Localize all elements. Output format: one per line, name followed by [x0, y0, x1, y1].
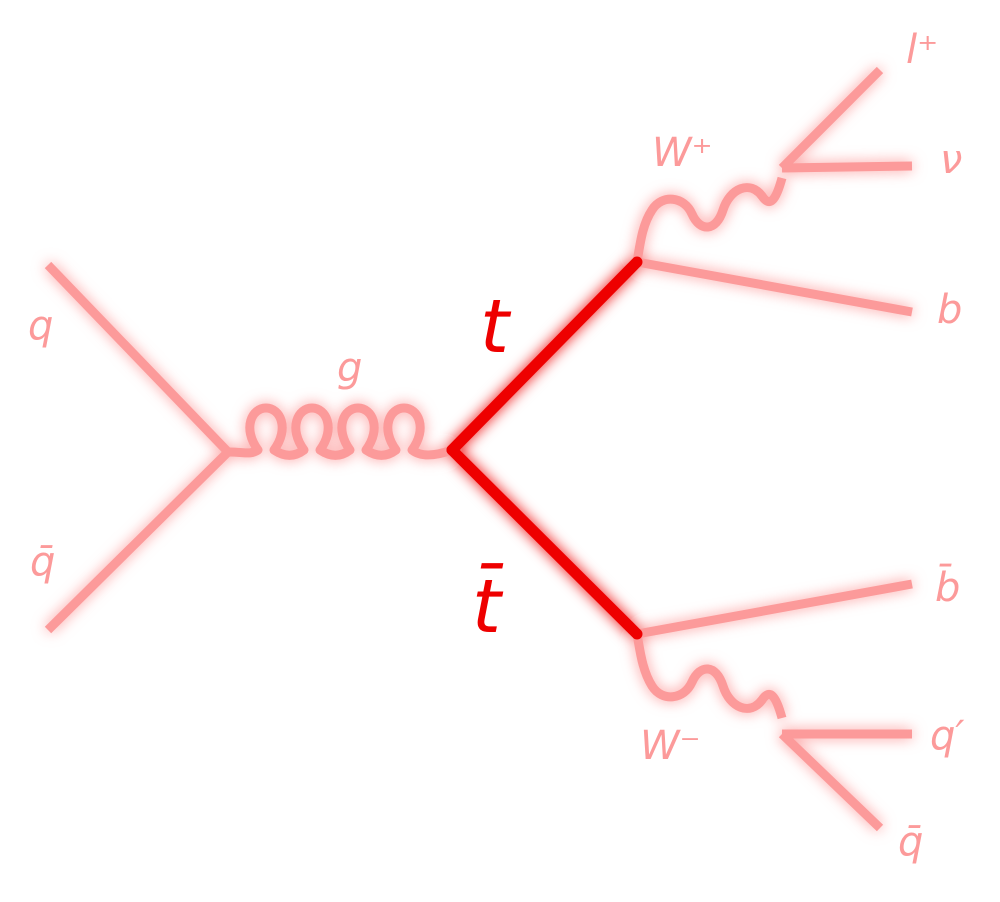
- label-antiquark-out: q̄: [898, 819, 924, 865]
- label-antilepton: l⁺: [906, 27, 939, 73]
- antitop-quark-line: [446, 444, 643, 640]
- label-w-plus: W⁺: [652, 130, 713, 176]
- neutrino-line: [781, 161, 913, 173]
- incoming-antiquark-line: [44, 448, 232, 634]
- top-quark-line: [446, 256, 643, 456]
- label-antibottom: b̄: [935, 565, 961, 611]
- label-neutrino: ν: [940, 137, 963, 183]
- label-quark-prime: q′: [930, 713, 965, 759]
- label-quark: q: [28, 303, 54, 349]
- incoming-quark-line: [44, 261, 232, 456]
- antilepton-line: [778, 66, 884, 172]
- label-bottom: b: [937, 287, 963, 333]
- label-w-minus: W⁻: [640, 723, 701, 769]
- label-top: t: [480, 284, 510, 370]
- label-antitop: t̄: [472, 564, 502, 650]
- antiquark-out-line: [778, 730, 884, 832]
- antibottom-quark-line: [636, 579, 913, 639]
- bottom-quark-line: [636, 257, 913, 317]
- w-minus-boson: [632, 633, 787, 720]
- w-plus-boson: [632, 176, 787, 263]
- label-antiquark: q̄: [30, 539, 56, 585]
- label-gluon: g: [337, 345, 363, 391]
- gluon-propagator: [227, 403, 454, 460]
